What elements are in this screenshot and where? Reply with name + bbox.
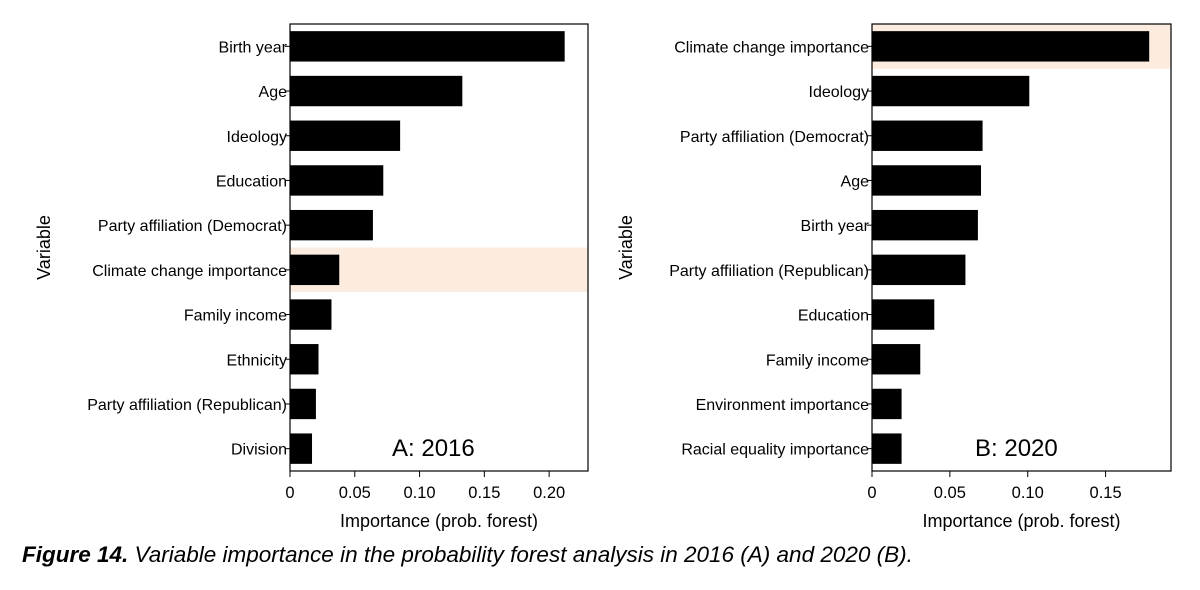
y-tick-label: Education <box>798 308 869 325</box>
bar <box>290 120 401 151</box>
bar <box>872 31 1150 62</box>
y-tick-label: Family income <box>184 308 287 325</box>
y-tick-label: Education <box>216 173 287 190</box>
y-tick-label: Party affiliation (Democrat) <box>680 129 869 146</box>
bar <box>290 388 316 420</box>
x-tick-label: 0.15 <box>468 484 500 502</box>
plot-frame <box>871 23 1172 472</box>
bar <box>290 31 565 62</box>
bar <box>290 299 332 330</box>
y-tick-label: Birth year <box>801 218 870 235</box>
y-tick-label: Climate change importance <box>92 263 287 280</box>
y-tick-label: Birth year <box>219 39 288 56</box>
bar <box>290 165 384 196</box>
panel-annotation: A: 2016 <box>392 435 475 462</box>
y-tick-label: Racial equality importance <box>681 442 869 459</box>
x-tick-label: 0.05 <box>339 484 371 502</box>
y-tick-label: Climate change importance <box>674 39 869 56</box>
x-tick-label: 0.20 <box>533 484 565 502</box>
y-tick-label: Ideology <box>227 129 288 146</box>
y-tick-label: Division <box>231 442 287 459</box>
y-tick-label: Ethnicity <box>227 352 287 369</box>
bar <box>872 299 935 330</box>
bar <box>872 75 1030 107</box>
x-tick-label: 0.15 <box>1090 484 1122 502</box>
x-axis-title: Importance (prob. forest) <box>340 511 538 531</box>
y-axis-title: Variable <box>616 215 636 280</box>
figure-caption-label: Figure 14. <box>22 542 129 567</box>
bar <box>290 254 340 286</box>
bar <box>872 120 983 151</box>
y-tick-label: Age <box>259 84 288 101</box>
figure-caption-text: Variable importance in the probability f… <box>128 542 913 567</box>
x-axis-title: Importance (prob. forest) <box>922 511 1120 531</box>
bar <box>290 209 373 241</box>
y-tick-label: Age <box>841 173 870 190</box>
bar <box>290 344 319 375</box>
highlight-band <box>290 247 588 293</box>
y-tick-label: Party affiliation (Republican) <box>669 263 869 280</box>
bar <box>872 254 966 286</box>
figure-panels: Birth year Age Ideology Education Party affi… <box>34 23 1172 531</box>
y-tick-label: Party affiliation (Democrat) <box>98 218 287 235</box>
x-tick-label: 0.10 <box>404 484 436 502</box>
x-tick-label: 0 <box>285 484 294 502</box>
y-tick-label: Ideology <box>809 84 870 101</box>
chart-panel-b: Climate change importance Ideology Party a… <box>616 23 1172 531</box>
bar <box>872 388 902 420</box>
plot-frame <box>289 23 589 472</box>
x-tick-label: 0.05 <box>934 484 966 502</box>
bar <box>872 209 978 241</box>
bar <box>872 165 982 196</box>
x-tick-label: 0 <box>867 484 876 502</box>
y-tick-label: Environment importance <box>696 397 870 414</box>
y-tick-label: Party affiliation (Republican) <box>87 397 287 414</box>
bar <box>290 75 463 107</box>
bar <box>872 433 902 464</box>
figure-caption: Figure 14. Variable importance in the pr… <box>22 542 913 568</box>
chart-panel-a: Birth year Age Ideology Education Party affi… <box>34 23 589 531</box>
bar <box>290 433 313 464</box>
y-axis-title: Variable <box>34 215 54 280</box>
x-tick-label: 0.10 <box>1012 484 1044 502</box>
y-tick-label: Family income <box>766 352 869 369</box>
panel-annotation: B: 2020 <box>975 435 1058 462</box>
bar <box>872 344 921 375</box>
